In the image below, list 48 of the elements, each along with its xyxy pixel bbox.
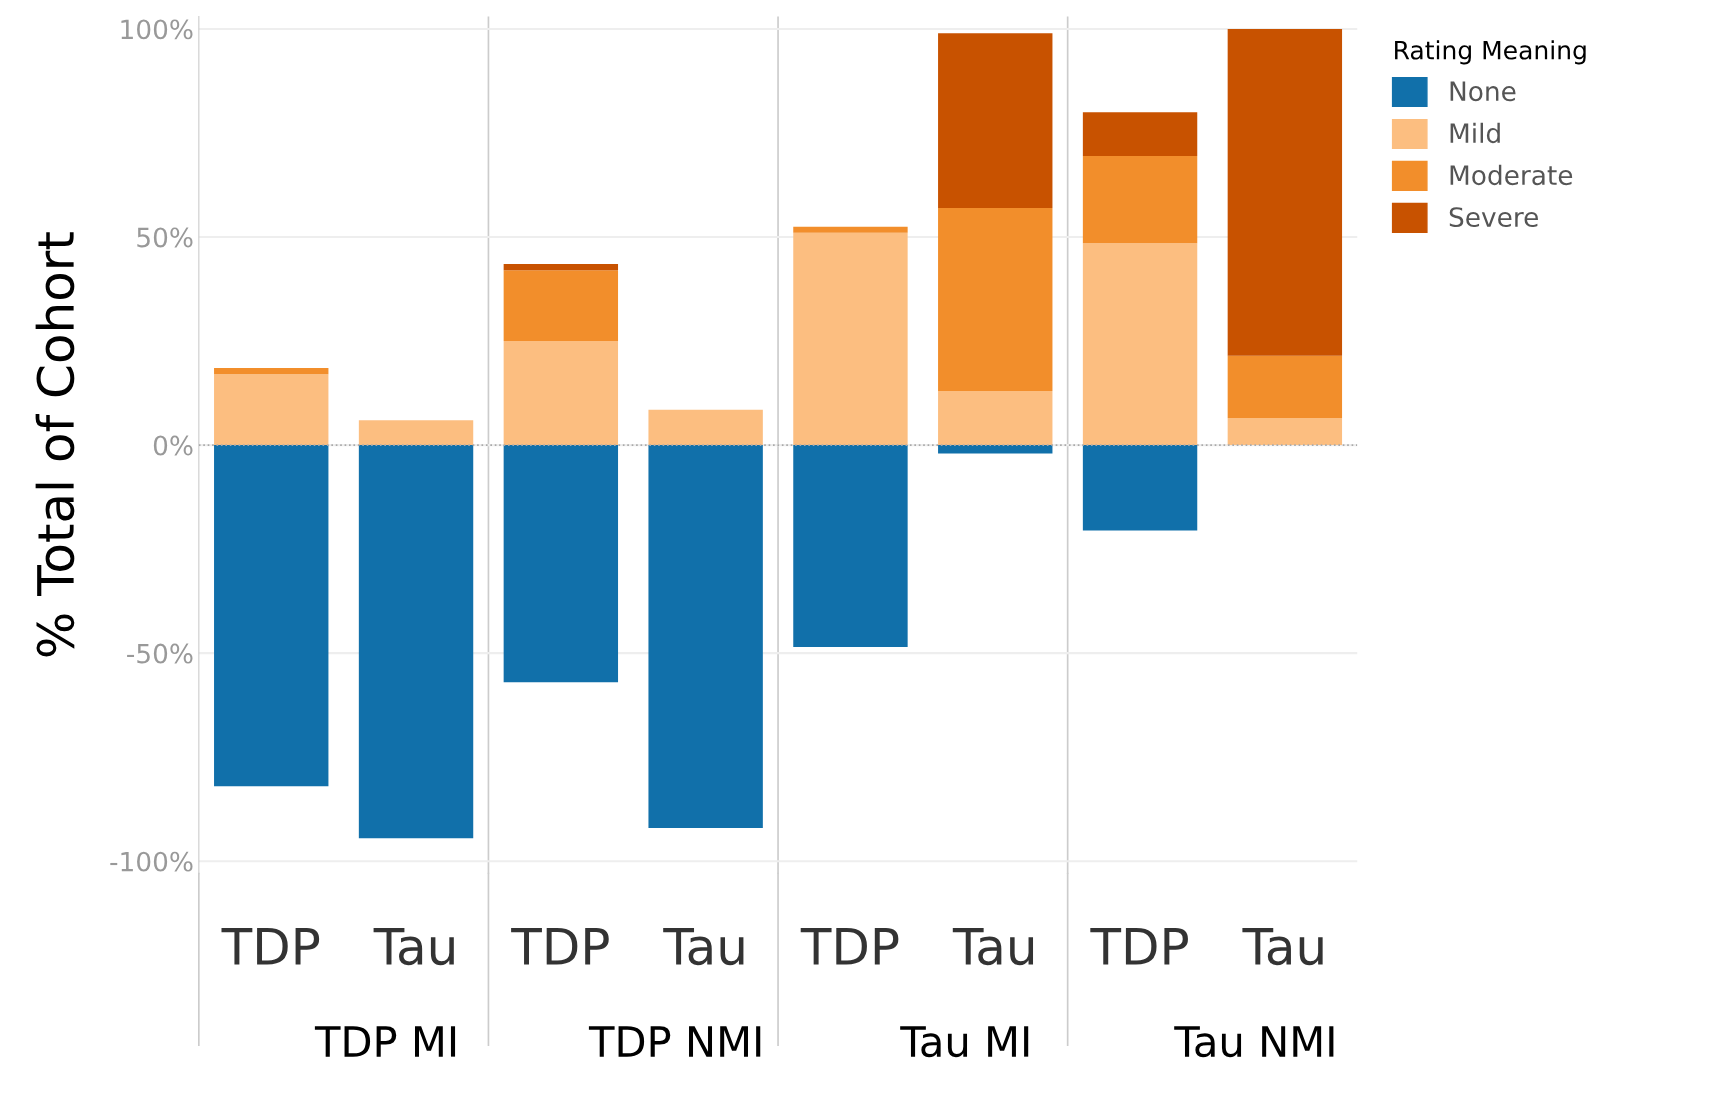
text: TDP NMI <box>588 1026 761 1057</box>
text: TDP MI <box>314 1026 456 1057</box>
bar <box>1227 418 1343 446</box>
legend-label: None <box>1450 81 1516 102</box>
y-tick-label: 50% <box>137 227 193 248</box>
bar <box>214 374 329 446</box>
y-tick-label: -50% <box>127 643 193 664</box>
y-axis-title: % Total of Cohort <box>35 232 75 657</box>
bar <box>503 445 619 683</box>
bar <box>938 33 1053 208</box>
bar <box>1082 112 1198 156</box>
x-tick-label: Tau <box>952 928 1034 966</box>
bar <box>648 409 763 446</box>
bar <box>503 264 619 271</box>
y-tick-label: 0% <box>153 435 193 456</box>
y-tick-label: 100% <box>121 19 193 40</box>
x-tick-label: TDP <box>511 928 609 965</box>
legend-label: Severe <box>1449 207 1538 228</box>
bar <box>1082 445 1198 531</box>
y-tick-label: -100% <box>110 851 193 872</box>
bar <box>648 445 763 828</box>
legend-label: Mild <box>1450 122 1500 144</box>
bar <box>503 341 619 446</box>
x-tick-label: TDP <box>221 928 320 965</box>
text: Tau NMI <box>1174 1026 1334 1058</box>
bar <box>938 445 1053 454</box>
bar <box>793 445 908 647</box>
bar <box>938 391 1053 446</box>
bar <box>358 420 474 446</box>
x-tick-label: Tau <box>1242 928 1323 966</box>
legend-label: Moderate <box>1450 164 1573 186</box>
bar <box>1082 155 1198 244</box>
bar <box>1227 28 1343 356</box>
bar <box>793 226 908 233</box>
x-tick-label: Tau <box>373 928 454 966</box>
bar <box>938 207 1053 391</box>
bar <box>358 445 474 839</box>
bar <box>1227 355 1343 419</box>
bar <box>793 232 908 446</box>
legend-title: Rating Meaning <box>1395 40 1586 65</box>
x-tick-label: Tau <box>663 928 744 966</box>
bar <box>214 368 329 375</box>
bar <box>1082 243 1198 446</box>
x-tick-label: TDP <box>800 928 899 965</box>
bar <box>214 445 329 787</box>
text: Tau MI <box>900 1026 1029 1058</box>
x-tick-label: TDP <box>1090 928 1188 965</box>
bar <box>503 270 619 342</box>
